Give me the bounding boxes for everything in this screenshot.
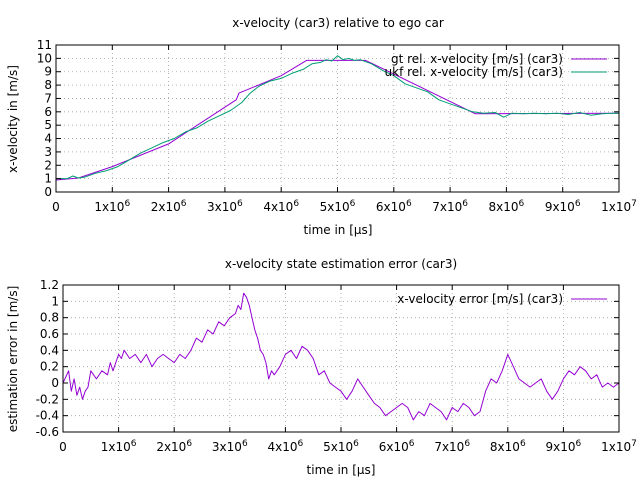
x-tick-label: 0 [52,200,60,214]
y-tick-label: 3 [44,145,52,159]
y-tick-label: 0.6 [40,327,59,341]
x-tick-label: 9x106 [545,199,581,214]
x-tick-label: 1x107 [601,199,637,214]
y-tick-label: 9 [44,65,52,79]
x-tick-label: 0 [59,440,67,454]
y-tick-label: -0.2 [36,392,59,406]
chart-title: x-velocity (car3) relative to ego car [232,16,444,30]
legend-label: x-velocity error [m/s] (car3) [397,292,563,306]
x-tick-label: 2x106 [156,439,192,454]
x-tick-label: 8x106 [489,199,525,214]
y-tick-label: -0.4 [36,409,59,423]
y-tick-label: 0.4 [40,343,59,357]
legend-label: gt rel. x-velocity [m/s] (car3) [391,52,563,66]
y-axis-label: estimation error in [m/s] [6,286,20,432]
x-tick-label: 1x106 [101,439,137,454]
y-tick-label: 8 [44,78,52,92]
x-tick-label: 1x107 [601,439,637,454]
y-tick-label: 7 [44,91,52,105]
y-tick-label: 0 [44,185,52,199]
x-tick-label: 3x106 [207,199,243,214]
x-tick-label: 4x106 [263,199,299,214]
x-tick-label: 4x106 [268,439,304,454]
y-tick-label: 6 [44,105,52,119]
y-tick-label: 11 [37,38,52,52]
y-tick-label: 5 [44,118,52,132]
x-axis-label: time in [μs] [307,463,376,477]
y-tick-label: 0 [51,376,59,390]
x-tick-label: 1x106 [94,199,130,214]
y-tick-label: 0.2 [40,360,59,374]
y-tick-label: 2 [44,158,52,172]
y-tick-label: 0.8 [40,311,59,325]
y-axis-label: x-velocity in [m/s] [6,65,20,173]
series-line-1 [55,59,620,181]
x-axis-label: time in [μs] [304,223,373,237]
error-chart: x-velocity state estimation error (car3)… [6,257,637,477]
x-tick-label: 3x106 [212,439,248,454]
y-tick-label: 1 [44,172,52,186]
y-tick-label: 1.2 [40,278,59,292]
y-tick-label: -0.6 [36,425,59,439]
x-tick-label: 5x106 [323,439,359,454]
legend-label: ukf rel. x-velocity [m/s] (car3) [385,65,563,79]
x-tick-label: 8x106 [490,439,526,454]
x-tick-label: 7x106 [432,199,468,214]
y-tick-label: 1 [51,294,59,308]
x-tick-label: 7x106 [434,439,470,454]
x-tick-label: 9x106 [546,439,582,454]
series-line-1 [62,292,620,421]
velocity-chart: x-velocity (car3) relative to ego car 01… [6,16,637,237]
y-tick-label: 10 [37,51,52,65]
chart-title: x-velocity state estimation error (car3) [225,257,457,271]
x-tick-label: 6x106 [376,199,412,214]
y-tick-label: 4 [44,132,52,146]
x-tick-label: 6x106 [379,439,415,454]
x-tick-label: 5x106 [320,199,356,214]
x-tick-label: 2x106 [151,199,187,214]
series-line-2 [56,55,619,180]
